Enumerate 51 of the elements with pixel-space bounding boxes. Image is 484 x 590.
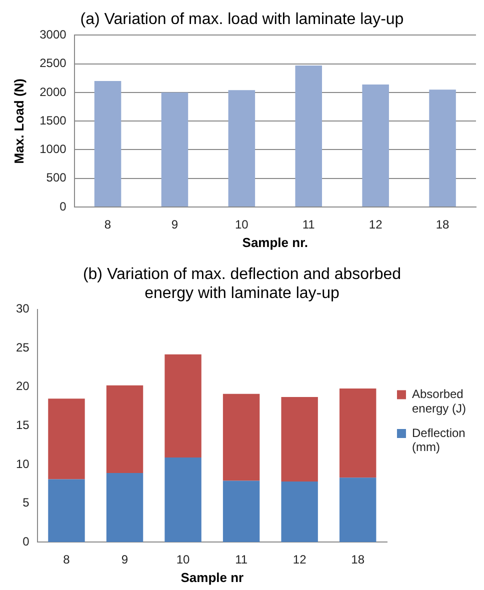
bar — [106, 472, 144, 542]
y-tick-label: 15 — [16, 418, 30, 432]
x-tick-label: 11 — [302, 218, 316, 232]
bar — [222, 394, 260, 481]
legend-label: Deflection (mm) — [412, 426, 466, 454]
bar — [106, 385, 144, 473]
y-tick-label: 10 — [16, 456, 30, 471]
x-axis-title: Sample nr — [180, 570, 244, 585]
y-tick-label: 2500 — [40, 56, 67, 70]
bar — [164, 457, 202, 542]
bar — [281, 397, 318, 482]
bar — [48, 479, 85, 542]
bar — [161, 92, 188, 206]
chart-title: (b) Variation of max. deflection and absorbed energy with laminate lay-up — [82, 266, 402, 302]
y-tick-label: 0 — [22, 534, 30, 548]
bar — [339, 388, 376, 478]
bar — [362, 84, 389, 206]
y-tick-label: 30 — [16, 302, 30, 316]
bar — [164, 354, 202, 458]
bar — [339, 478, 376, 542]
x-tick-label: 10 — [234, 218, 249, 232]
x-tick-label: 12 — [368, 218, 383, 232]
bar — [48, 398, 85, 480]
y-tick-label: 500 — [46, 170, 67, 185]
chart-title: (a) Variation of max. load with laminate lay-up — [80, 11, 404, 28]
x-tick-label: 9 — [121, 552, 128, 567]
y-axis-title: Max. Load (N) — [11, 78, 26, 164]
bar — [222, 480, 260, 542]
y-tick-label: 25 — [16, 340, 30, 354]
x-tick-label: 8 — [63, 552, 70, 567]
bar — [94, 81, 122, 206]
y-tick-label: 20 — [16, 379, 30, 394]
x-tick-label: 12 — [292, 552, 307, 567]
x-tick-label: 10 — [176, 552, 190, 567]
y-tick-label: 5 — [22, 496, 30, 510]
x-tick-label: 18 — [436, 218, 450, 232]
bar — [295, 66, 322, 206]
x-tick-label: 18 — [351, 552, 365, 567]
bar — [429, 90, 456, 206]
x-tick-label: 9 — [171, 218, 178, 232]
legend-label: Absorbed energy (J) — [412, 387, 466, 416]
bar — [281, 482, 318, 542]
y-tick-label: 1500 — [40, 113, 67, 128]
y-tick-label: 1000 — [40, 142, 67, 156]
y-tick-label: 3000 — [40, 28, 67, 42]
x-tick-label: 11 — [235, 552, 248, 567]
y-tick-label: 0 — [60, 199, 67, 214]
x-tick-label: 8 — [104, 218, 112, 232]
y-tick-label: 2000 — [40, 84, 67, 99]
x-axis-title: Sample nr. — [242, 234, 308, 250]
bar — [228, 90, 256, 206]
